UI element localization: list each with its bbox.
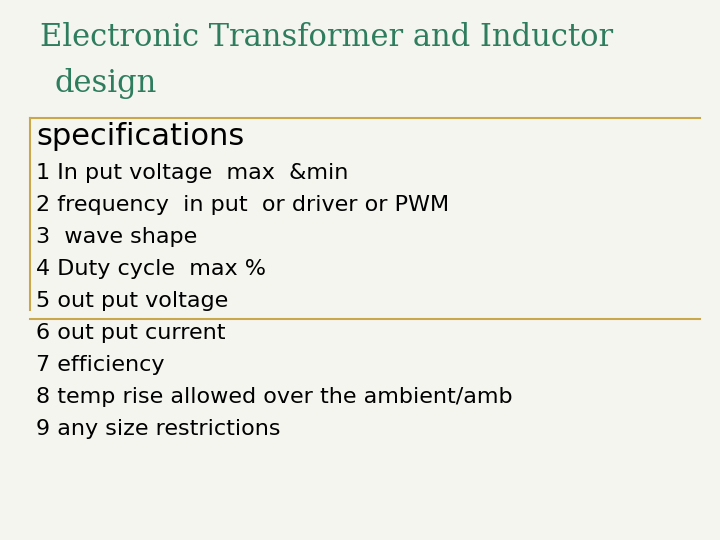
Text: 2 frequency  in put  or driver or PWM: 2 frequency in put or driver or PWM: [36, 195, 449, 215]
Text: design: design: [55, 68, 158, 99]
Text: 5 out put voltage: 5 out put voltage: [36, 291, 228, 311]
Text: 9 any size restrictions: 9 any size restrictions: [36, 419, 281, 439]
Text: 8 temp rise allowed over the ambient/amb: 8 temp rise allowed over the ambient/amb: [36, 387, 513, 407]
Text: 7 efficiency: 7 efficiency: [36, 355, 164, 375]
Text: specifications: specifications: [36, 122, 244, 151]
Text: Electronic Transformer and Inductor: Electronic Transformer and Inductor: [40, 22, 613, 53]
Text: 3  wave shape: 3 wave shape: [36, 227, 197, 247]
Text: 6 out put current: 6 out put current: [36, 323, 225, 343]
Text: 4 Duty cycle  max %: 4 Duty cycle max %: [36, 259, 266, 279]
Text: 1 In put voltage  max  &min: 1 In put voltage max &min: [36, 163, 348, 183]
